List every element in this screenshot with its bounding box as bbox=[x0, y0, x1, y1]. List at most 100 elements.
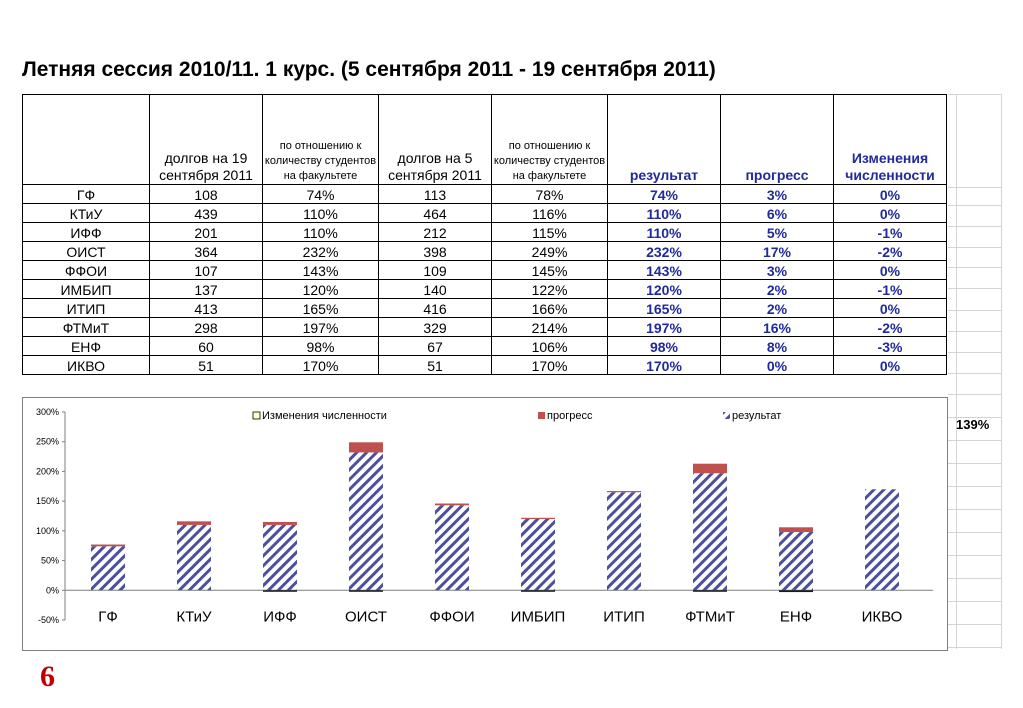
bar-progress bbox=[779, 527, 813, 533]
table-cell: 5% bbox=[720, 222, 834, 242]
table-cell: 116% bbox=[491, 203, 608, 223]
gridline bbox=[948, 463, 1002, 464]
table-cell: 0% bbox=[833, 298, 947, 318]
table-cell: 51 bbox=[378, 355, 492, 375]
table-cell: 201 bbox=[149, 222, 263, 242]
side-note-value: 139% bbox=[956, 417, 990, 432]
gridline bbox=[948, 532, 1002, 533]
table-cell: КТиУ bbox=[22, 203, 150, 223]
table-cell: 110% bbox=[262, 203, 379, 223]
table-cell: ФТМиТ bbox=[22, 317, 150, 337]
gridline bbox=[948, 373, 1002, 374]
gridline bbox=[948, 394, 1002, 395]
table-cell: 109 bbox=[378, 260, 492, 280]
legend-swatch-result bbox=[723, 412, 730, 419]
bar-progress bbox=[607, 491, 641, 493]
table-cell: 249% bbox=[491, 241, 608, 261]
table-cell: ИМБИП bbox=[22, 279, 150, 299]
table-cell: 2% bbox=[720, 298, 834, 318]
table-cell: 0% bbox=[833, 184, 947, 204]
table-cell: 107 bbox=[149, 260, 263, 280]
table-cell: 212 bbox=[378, 222, 492, 242]
y-tick-label: -50% bbox=[38, 615, 59, 625]
bar-result bbox=[435, 505, 469, 591]
gridline bbox=[948, 601, 1002, 602]
x-category-label: ЕНФ bbox=[780, 608, 812, 625]
gridline bbox=[948, 624, 1002, 625]
table-row: ГФ 108 74% 113 78% 74% 3% 0% bbox=[22, 184, 947, 204]
table-cell: 110% bbox=[262, 222, 379, 242]
bar-result bbox=[521, 518, 555, 591]
table-cell: 3% bbox=[720, 184, 834, 204]
x-category-label: КТиУ bbox=[176, 608, 212, 625]
table-cell: 364 bbox=[149, 241, 263, 261]
table-cell: 74% bbox=[607, 184, 721, 204]
x-category-label: ИФФ bbox=[263, 608, 297, 625]
x-category-label: ОИСТ bbox=[345, 608, 387, 625]
gridline bbox=[956, 94, 957, 649]
table-cell: -1% bbox=[833, 279, 947, 299]
x-category-label: ФФОИ bbox=[429, 608, 474, 625]
legend-label: Изменения численности bbox=[262, 410, 387, 422]
table-cell: ОИСТ bbox=[22, 241, 150, 261]
y-tick-label: 0% bbox=[46, 585, 59, 595]
x-category-label: ФТМиТ bbox=[685, 608, 735, 625]
table-row: ИМБИП 137 120% 140 122% 120% 2% -1% bbox=[22, 279, 947, 299]
table-cell: 51 bbox=[149, 355, 263, 375]
table-header-result: результат bbox=[607, 94, 721, 185]
bar-result bbox=[263, 524, 297, 591]
bar-progress bbox=[263, 521, 297, 525]
table-cell: 74% bbox=[262, 184, 379, 204]
bar-change bbox=[349, 590, 383, 592]
gridline bbox=[948, 555, 1002, 556]
table-cell: 439 bbox=[149, 203, 263, 223]
table-row: ИТИП 413 165% 416 166% 165% 2% 0% bbox=[22, 298, 947, 318]
table-row: ФТМиТ 298 197% 329 214% 197% 16% -2% bbox=[22, 317, 947, 337]
gridline bbox=[948, 417, 1002, 418]
table-row: ФФОИ 107 143% 109 145% 143% 3% 0% bbox=[22, 260, 947, 280]
table-cell: 170% bbox=[607, 355, 721, 375]
table-cell: ЕНФ bbox=[22, 336, 150, 356]
table-cell: ГФ bbox=[22, 184, 150, 204]
legend-swatch-progress bbox=[538, 412, 545, 419]
table-header-faculty bbox=[22, 94, 150, 185]
table-row: ИФФ 201 110% 212 115% 110% 5% -1% bbox=[22, 222, 947, 242]
gridline bbox=[948, 187, 1002, 188]
table-cell: 2% bbox=[720, 279, 834, 299]
table-cell: 8% bbox=[720, 336, 834, 356]
table-cell: 60 bbox=[149, 336, 263, 356]
y-tick-label: 100% bbox=[36, 526, 59, 536]
gridline bbox=[948, 247, 1002, 248]
x-category-label: ГФ bbox=[98, 608, 118, 625]
gridline bbox=[948, 267, 1002, 268]
table-cell: 165% bbox=[262, 298, 379, 318]
data-table: долгов на 19 сентября 2011 по отношению … bbox=[22, 94, 947, 375]
legend-swatch-change bbox=[252, 411, 261, 420]
table-cell: 115% bbox=[491, 222, 608, 242]
table-cell: 329 bbox=[378, 317, 492, 337]
table-cell: 6% bbox=[720, 203, 834, 223]
table-cell: ИТИП bbox=[22, 298, 150, 318]
bar-progress bbox=[693, 463, 727, 474]
table-cell: 197% bbox=[262, 317, 379, 337]
table-cell: 113 bbox=[378, 184, 492, 204]
table-cell: 145% bbox=[491, 260, 608, 280]
table-header-progress: прогресс bbox=[720, 94, 834, 185]
table-cell: 232% bbox=[262, 241, 379, 261]
bar-result bbox=[865, 489, 899, 591]
page-number: 6 bbox=[40, 660, 55, 693]
table-cell: 122% bbox=[491, 279, 608, 299]
table-cell: 110% bbox=[607, 203, 721, 223]
bar-progress bbox=[91, 544, 125, 547]
table-cell: ФФОИ bbox=[22, 260, 150, 280]
table-cell: 398 bbox=[378, 241, 492, 261]
legend-label: прогресс bbox=[547, 410, 593, 422]
bar-progress bbox=[521, 517, 555, 519]
table-cell: 0% bbox=[833, 355, 947, 375]
table-cell: 0% bbox=[833, 260, 947, 280]
bar-result bbox=[693, 473, 727, 591]
y-tick-label: 250% bbox=[36, 437, 59, 447]
table-cell: 108 bbox=[149, 184, 263, 204]
x-category-label: ИМБИП bbox=[511, 608, 566, 625]
x-category-label: ИТИП bbox=[603, 608, 645, 625]
